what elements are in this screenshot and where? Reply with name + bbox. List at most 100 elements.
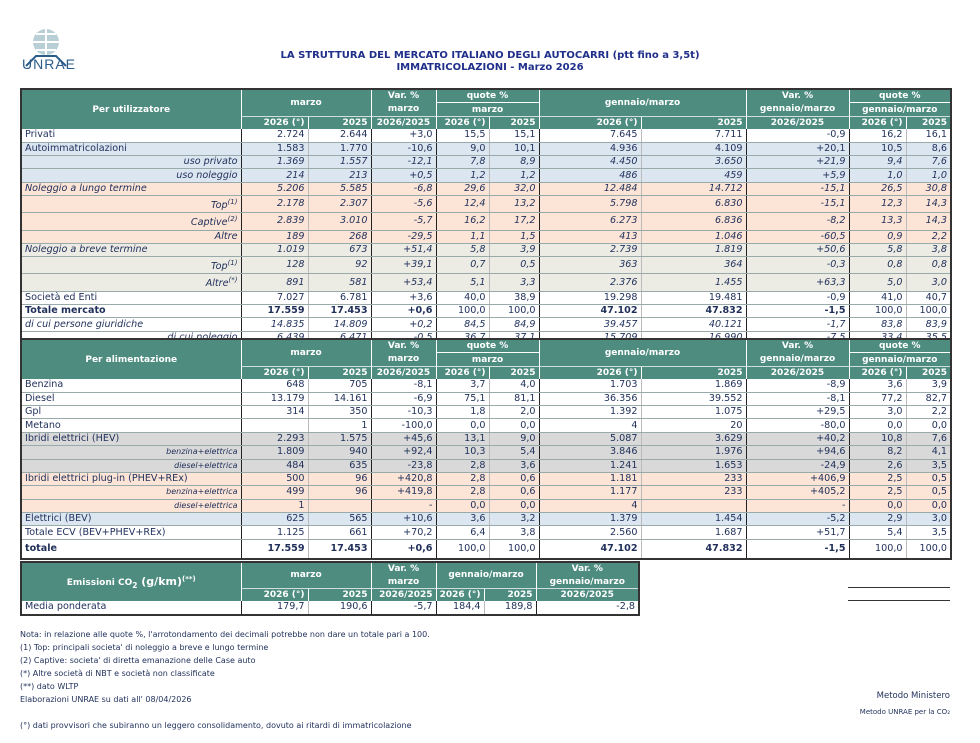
cell-value: 3,2 bbox=[488, 512, 539, 527]
footnote bbox=[20, 706, 430, 719]
cell-value: 17.453 bbox=[307, 539, 371, 560]
cell-value: 13,2 bbox=[488, 195, 539, 214]
table-row: benzina+elettrica 1.809 940 +92,4 10,3 5,4 3.8… bbox=[21, 445, 951, 460]
cell-value: 2,8 bbox=[435, 485, 489, 500]
row-label: Benzina bbox=[21, 379, 241, 393]
cell-value: 1.455 bbox=[640, 273, 746, 292]
cell-value: 189,8 bbox=[483, 601, 536, 616]
cell-value: 2,9 bbox=[848, 512, 906, 527]
cell-value: 648 bbox=[240, 379, 308, 393]
cell-value: 2.178 bbox=[240, 195, 308, 214]
row-label: Privati bbox=[21, 129, 241, 143]
cell-value: 5,8 bbox=[848, 243, 906, 258]
cell-value: 4,0 bbox=[488, 379, 539, 393]
footnote: Elaborazioni UNRAE su dati all' 08/04/20… bbox=[20, 695, 192, 704]
row-label-text: Benzina bbox=[25, 379, 64, 391]
cell-value: 1,0 bbox=[905, 168, 951, 183]
cell-value: -100,0 bbox=[370, 418, 436, 433]
cell-value: 10,3 bbox=[435, 445, 489, 460]
cell-value: 41,0 bbox=[848, 291, 906, 306]
cell-value: 3,5 bbox=[905, 459, 951, 473]
cell-value: 0,0 bbox=[905, 418, 951, 433]
cell-value: 625 bbox=[240, 512, 308, 527]
cell-value: 0,9 bbox=[848, 230, 906, 244]
cell-value: 3,9 bbox=[488, 243, 539, 258]
row-label: Metano bbox=[21, 418, 241, 433]
cell-value: +29,5 bbox=[745, 405, 849, 420]
metodo-ministero: Metodo Ministero bbox=[876, 691, 950, 701]
cell-value: 30,8 bbox=[905, 182, 951, 197]
cell-value: 1.019 bbox=[240, 243, 308, 258]
header-ratio: 2026/2025 bbox=[370, 587, 436, 602]
cell-value: 233 bbox=[640, 485, 746, 500]
table-per-utilizzatore: Per utilizzatore marzo Var. % quote % gennai… bbox=[20, 88, 952, 347]
cell-value: 47.102 bbox=[538, 304, 641, 319]
cell-value: 2.376 bbox=[538, 273, 641, 292]
cell-value: 1,5 bbox=[488, 230, 539, 244]
header-year: 2026 (°) bbox=[240, 365, 308, 380]
cell-value: 100,0 bbox=[488, 539, 539, 560]
cell-value: 940 bbox=[307, 445, 371, 460]
row-label-text: Società ed Enti bbox=[25, 291, 98, 303]
cell-value bbox=[307, 499, 371, 514]
cell-value: 13.179 bbox=[240, 392, 308, 406]
header-quote: quote % bbox=[435, 339, 539, 353]
cell-value: -5,6 bbox=[370, 195, 436, 214]
cell-value: 1.241 bbox=[538, 459, 641, 473]
cell-value: 0,7 bbox=[435, 256, 489, 275]
row-label-text: Captive bbox=[190, 217, 228, 229]
cell-value: 2,2 bbox=[905, 405, 951, 420]
cell-value: -23,8 bbox=[370, 459, 436, 473]
table-row: uso noleggio 214 213 +0,5 1,2 1,2 486 459 +5,9 1,… bbox=[21, 168, 951, 183]
cell-value: 484 bbox=[240, 459, 308, 473]
cell-value: 0,8 bbox=[848, 256, 906, 275]
cell-value: 0,0 bbox=[435, 418, 489, 433]
cell-value: 100,0 bbox=[435, 539, 489, 560]
cell-value: +5,9 bbox=[745, 168, 849, 183]
row-label-text: Autoimmatricolazioni bbox=[25, 142, 127, 154]
cell-value: 314 bbox=[240, 405, 308, 420]
header-quote-marzo: marzo bbox=[435, 352, 539, 367]
cell-value bbox=[640, 499, 746, 514]
table-row: diesel+elettrica 1-0,0 0,0 4-0,0 0,0 bbox=[21, 499, 951, 514]
cell-value: 92 bbox=[307, 256, 371, 275]
cell-value: 581 bbox=[307, 273, 371, 292]
header-var-gm2: gennaio/marzo bbox=[745, 102, 849, 117]
cell-value: 47.102 bbox=[538, 539, 641, 560]
row-label-text: Altre bbox=[205, 278, 229, 290]
row-label: diesel+elettrica bbox=[21, 459, 241, 473]
cell-value: 3.846 bbox=[538, 445, 641, 460]
cell-value: 8,9 bbox=[488, 155, 539, 170]
header-year: 2025 bbox=[905, 365, 951, 380]
header-quote-gm: quote % bbox=[848, 339, 951, 353]
cell-value: +419,8 bbox=[370, 485, 436, 500]
cell-value: 1.583 bbox=[240, 142, 308, 156]
divider-line bbox=[848, 587, 950, 588]
cell-value: 14.712 bbox=[640, 182, 746, 197]
table-row: Noleggio a breve termine 1.019 673 +51,4 5,8… bbox=[21, 243, 951, 258]
header-var-gm: Var. % bbox=[745, 339, 849, 353]
cell-value: 1.369 bbox=[240, 155, 308, 170]
header-var-marzo: marzo bbox=[370, 102, 436, 117]
cell-value: 1.392 bbox=[538, 405, 641, 420]
cell-value: +3,6 bbox=[370, 291, 436, 306]
cell-value: 1.454 bbox=[640, 512, 746, 527]
header-year: 2026/2025 bbox=[370, 365, 436, 380]
cell-value: 5,8 bbox=[435, 243, 489, 258]
cell-value: 1,1 bbox=[435, 230, 489, 244]
metodo-unrae-co2: Metodo UNRAE per la CO₂ bbox=[859, 708, 950, 716]
table-row: totale 17.559 17.453 +0,6 100,0 100,0 47.102 47… bbox=[21, 539, 951, 560]
cell-value: 3,8 bbox=[905, 243, 951, 258]
footnote-ref: (1) bbox=[227, 259, 238, 268]
cell-value: 2,0 bbox=[488, 405, 539, 420]
header-var-gm2: gennaio/marzo bbox=[745, 352, 849, 367]
cell-value: 75,1 bbox=[435, 392, 489, 406]
cell-value: 17.559 bbox=[240, 304, 308, 319]
cell-value: 100,0 bbox=[848, 539, 906, 560]
cell-value: 233 bbox=[640, 472, 746, 487]
cell-value: 0,0 bbox=[848, 418, 906, 433]
cell-value: 3,0 bbox=[848, 405, 906, 420]
header-year: 2026 (°) bbox=[538, 365, 641, 380]
cell-value: 5,1 bbox=[435, 273, 489, 292]
cell-value: 3,7 bbox=[435, 379, 489, 393]
